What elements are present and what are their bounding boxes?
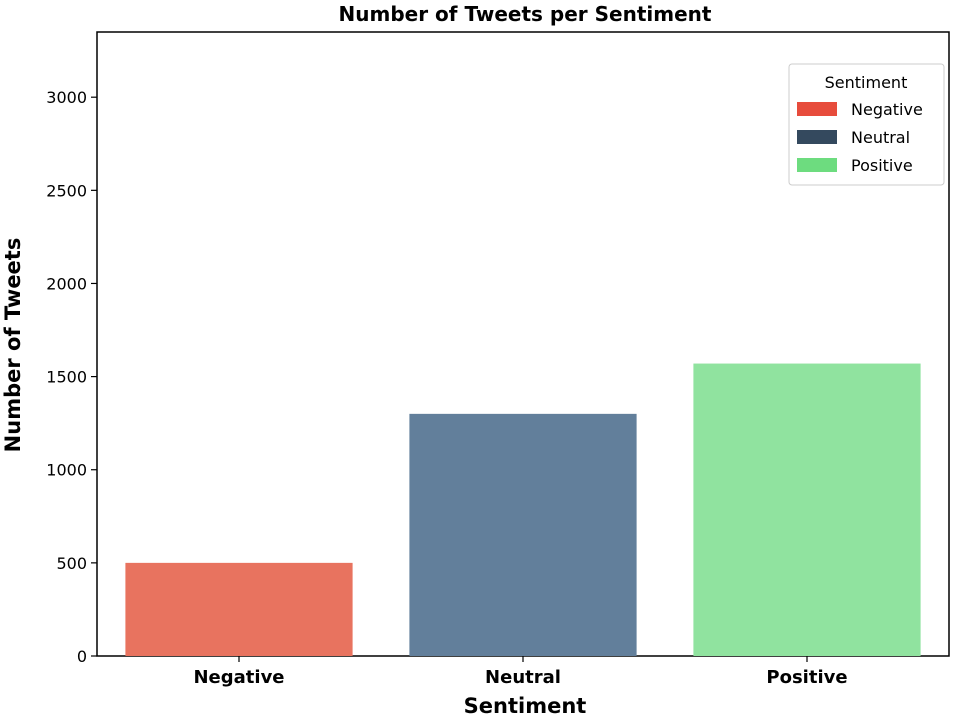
y-axis-label: Number of Tweets [1,238,25,453]
y-tick-label: 1000 [46,461,87,480]
y-tick-label: 0 [77,647,87,666]
legend-swatch-positive [797,158,837,172]
bar-positive [693,363,921,656]
y-tick-label: 2500 [46,181,87,200]
legend-swatch-negative [797,102,837,116]
x-axis-label: Sentiment [464,694,587,717]
bar-negative [125,562,353,656]
legend-entries: Negative Neutral Positive [797,100,923,175]
bars [125,363,921,656]
bar-neutral [409,413,637,656]
y-axis-ticks: 0 500 1000 1500 2000 2500 3000 [46,88,97,666]
y-tick-label: 2000 [46,274,87,293]
legend-label-positive: Positive [851,156,913,175]
y-tick-label: 3000 [46,88,87,107]
x-tick-label-neutral: Neutral [485,667,561,688]
x-tick-label-negative: Negative [193,667,284,688]
y-tick-label: 1500 [46,368,87,387]
legend-title: Sentiment [825,73,908,92]
legend: Sentiment Negative Neutral Positive [788,63,945,186]
legend-box [788,63,945,186]
y-tick-label: 500 [56,554,87,573]
legend-label-neutral: Neutral [851,128,910,147]
x-axis-ticks: Negative Neutral Positive [193,656,848,688]
x-tick-label-positive: Positive [766,667,847,688]
legend-label-negative: Negative [851,100,923,119]
legend-swatch-neutral [797,130,837,144]
chart-title: Number of Tweets per Sentiment [339,2,712,26]
